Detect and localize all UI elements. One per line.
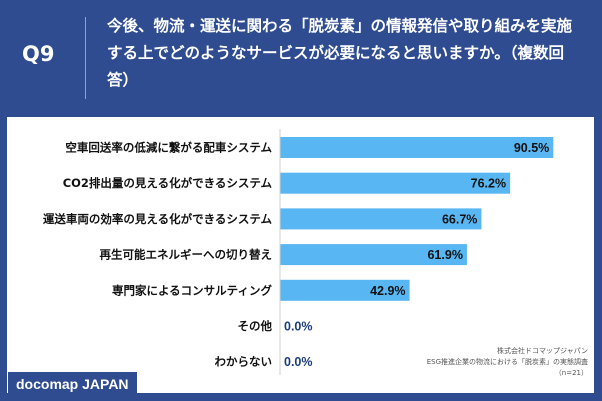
source-note: 株式会社ドコマップジャパン ESG推進企業の物流における「脱炭素」の実態調査 （…: [348, 346, 588, 379]
category-label: 再生可能エネルギーへの切り替え: [100, 248, 273, 262]
category-label: 運送車両の効率の見える化ができるシステム: [43, 212, 273, 226]
category-label: 専門家によるコンサルティング: [112, 283, 272, 297]
source-title: ESG推進企業の物流における「脱炭素」の実態調査: [426, 358, 588, 366]
question-header: Q9 今後、物流・運送に関わる「脱炭素」の情報発信や取り組みを実施する上でどのよ…: [0, 0, 602, 117]
category-label: 空車回送率の低減に繋がる配車システム: [65, 141, 272, 155]
bar: [280, 279, 410, 301]
value-label: 61.9%: [427, 248, 462, 262]
value-label: 0.0%: [284, 355, 313, 369]
header-divider: [85, 17, 86, 99]
category-label: わからない: [215, 355, 273, 369]
bar: [280, 244, 467, 266]
question-number: Q9: [22, 42, 55, 66]
value-label: 0.0%: [284, 320, 313, 334]
bar: [280, 208, 482, 230]
bar: [280, 172, 511, 194]
brand-logo: docomap JAPAN: [8, 372, 137, 396]
bar-chart: 空車回送率の低減に繋がる配車システム 90.5% CO2排出量の見える化ができるシス…: [43, 129, 554, 375]
category-label: CO2排出量の見える化ができるシステム: [63, 176, 273, 190]
source-company: 株式会社ドコマップジャパン: [497, 347, 588, 355]
category-label: その他: [238, 319, 273, 333]
chart-panel: 空車回送率の低減に繋がる配車システム 90.5% CO2排出量の見える化ができるシス…: [7, 117, 594, 393]
value-label: 66.7%: [442, 212, 477, 226]
bar: [280, 137, 554, 158]
value-label: 42.9%: [370, 284, 405, 298]
value-label: 76.2%: [471, 177, 506, 191]
question-text: 今後、物流・運送に関わる「脱炭素」の情報発信や取り組みを実施する上でどのようなサ…: [107, 17, 573, 89]
source-sample-size: （n=21）: [554, 369, 588, 377]
value-label: 90.5%: [514, 141, 549, 155]
